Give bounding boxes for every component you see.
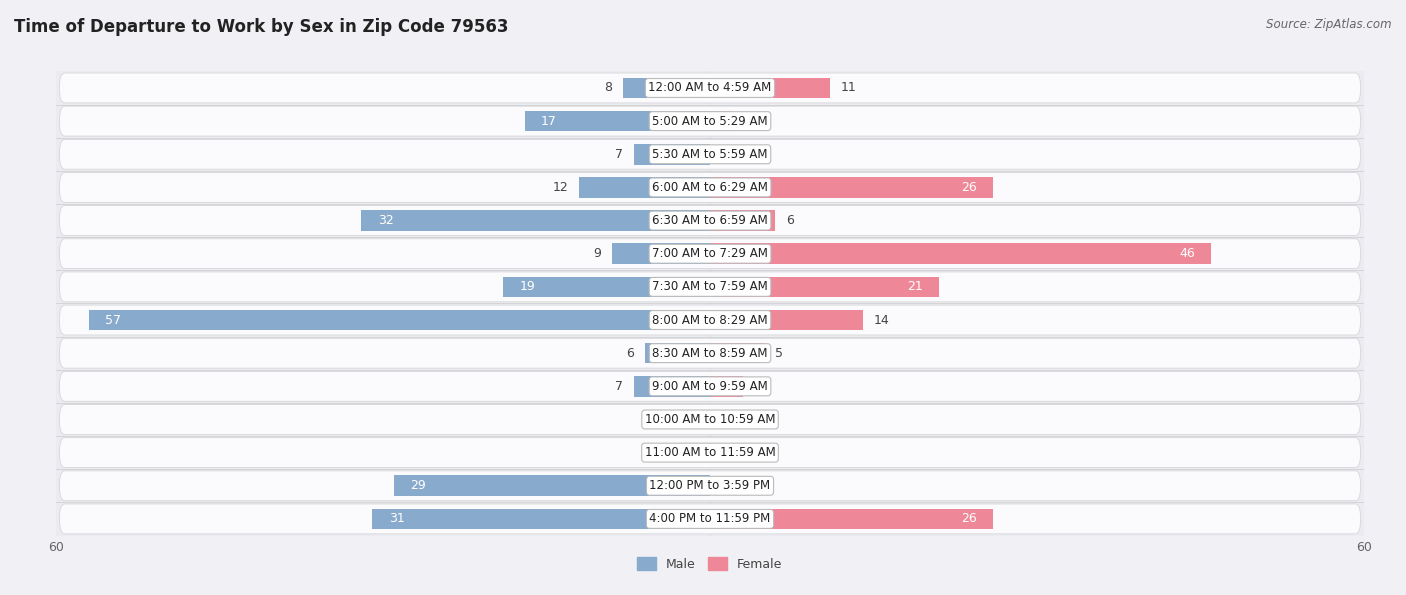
- FancyBboxPatch shape: [59, 405, 1361, 434]
- Text: 7:30 AM to 7:59 AM: 7:30 AM to 7:59 AM: [652, 280, 768, 293]
- FancyBboxPatch shape: [59, 338, 1361, 368]
- Text: 0: 0: [721, 413, 728, 426]
- Text: 4:00 PM to 11:59 PM: 4:00 PM to 11:59 PM: [650, 512, 770, 525]
- Text: 5:30 AM to 5:59 AM: 5:30 AM to 5:59 AM: [652, 148, 768, 161]
- Text: 12: 12: [553, 181, 568, 194]
- Text: 0: 0: [721, 148, 728, 161]
- Bar: [634, 144, 710, 165]
- Text: 11: 11: [841, 82, 856, 95]
- Text: 6: 6: [786, 214, 794, 227]
- FancyBboxPatch shape: [59, 272, 1361, 302]
- Bar: [710, 78, 830, 98]
- Text: 0: 0: [721, 446, 728, 459]
- Bar: [710, 343, 765, 364]
- Text: 0: 0: [692, 413, 699, 426]
- Text: 8:00 AM to 8:29 AM: 8:00 AM to 8:29 AM: [652, 314, 768, 327]
- Bar: [89, 310, 710, 330]
- Bar: [634, 376, 710, 397]
- FancyBboxPatch shape: [59, 139, 1361, 169]
- Text: 5:00 AM to 5:29 AM: 5:00 AM to 5:29 AM: [652, 115, 768, 127]
- Text: 8: 8: [605, 82, 612, 95]
- Text: 21: 21: [907, 280, 922, 293]
- Bar: [710, 277, 939, 297]
- Text: 12:00 AM to 4:59 AM: 12:00 AM to 4:59 AM: [648, 82, 772, 95]
- Text: 0: 0: [692, 446, 699, 459]
- Text: 7:00 AM to 7:29 AM: 7:00 AM to 7:29 AM: [652, 248, 768, 260]
- Bar: [710, 310, 862, 330]
- Text: 29: 29: [411, 480, 426, 492]
- Bar: [524, 111, 710, 131]
- Text: 0: 0: [721, 480, 728, 492]
- FancyBboxPatch shape: [59, 504, 1361, 534]
- Bar: [394, 475, 710, 496]
- Bar: [710, 376, 742, 397]
- Text: 57: 57: [105, 314, 121, 327]
- Bar: [503, 277, 710, 297]
- Text: 46: 46: [1180, 248, 1195, 260]
- Text: 26: 26: [962, 512, 977, 525]
- Text: Source: ZipAtlas.com: Source: ZipAtlas.com: [1267, 18, 1392, 31]
- Text: 32: 32: [378, 214, 394, 227]
- Bar: [623, 78, 710, 98]
- FancyBboxPatch shape: [59, 173, 1361, 202]
- Bar: [644, 343, 710, 364]
- FancyBboxPatch shape: [59, 206, 1361, 236]
- Bar: [710, 177, 993, 198]
- Text: 14: 14: [873, 314, 889, 327]
- Text: 26: 26: [962, 181, 977, 194]
- Bar: [579, 177, 710, 198]
- Text: 31: 31: [388, 512, 405, 525]
- Text: 10:00 AM to 10:59 AM: 10:00 AM to 10:59 AM: [645, 413, 775, 426]
- FancyBboxPatch shape: [59, 471, 1361, 501]
- Bar: [710, 509, 993, 529]
- Text: 17: 17: [541, 115, 557, 127]
- Text: 19: 19: [519, 280, 536, 293]
- Text: 6:00 AM to 6:29 AM: 6:00 AM to 6:29 AM: [652, 181, 768, 194]
- Text: 8:30 AM to 8:59 AM: 8:30 AM to 8:59 AM: [652, 347, 768, 359]
- Bar: [373, 509, 710, 529]
- Text: 7: 7: [614, 380, 623, 393]
- FancyBboxPatch shape: [59, 239, 1361, 269]
- Text: 6: 6: [626, 347, 634, 359]
- Bar: [710, 243, 1212, 264]
- Bar: [361, 210, 710, 231]
- FancyBboxPatch shape: [59, 106, 1361, 136]
- Legend: Male, Female: Male, Female: [633, 552, 787, 575]
- Bar: [612, 243, 710, 264]
- Text: Time of Departure to Work by Sex in Zip Code 79563: Time of Departure to Work by Sex in Zip …: [14, 18, 509, 36]
- Text: 7: 7: [614, 148, 623, 161]
- Text: 12:00 PM to 3:59 PM: 12:00 PM to 3:59 PM: [650, 480, 770, 492]
- Text: 3: 3: [754, 380, 762, 393]
- FancyBboxPatch shape: [59, 371, 1361, 401]
- Text: 2: 2: [742, 115, 751, 127]
- Bar: [710, 111, 731, 131]
- FancyBboxPatch shape: [59, 73, 1361, 103]
- FancyBboxPatch shape: [59, 305, 1361, 335]
- Text: 11:00 AM to 11:59 AM: 11:00 AM to 11:59 AM: [645, 446, 775, 459]
- Text: 6:30 AM to 6:59 AM: 6:30 AM to 6:59 AM: [652, 214, 768, 227]
- Text: 9:00 AM to 9:59 AM: 9:00 AM to 9:59 AM: [652, 380, 768, 393]
- Bar: [710, 210, 776, 231]
- Text: 5: 5: [776, 347, 783, 359]
- FancyBboxPatch shape: [59, 438, 1361, 468]
- Text: 9: 9: [593, 248, 602, 260]
